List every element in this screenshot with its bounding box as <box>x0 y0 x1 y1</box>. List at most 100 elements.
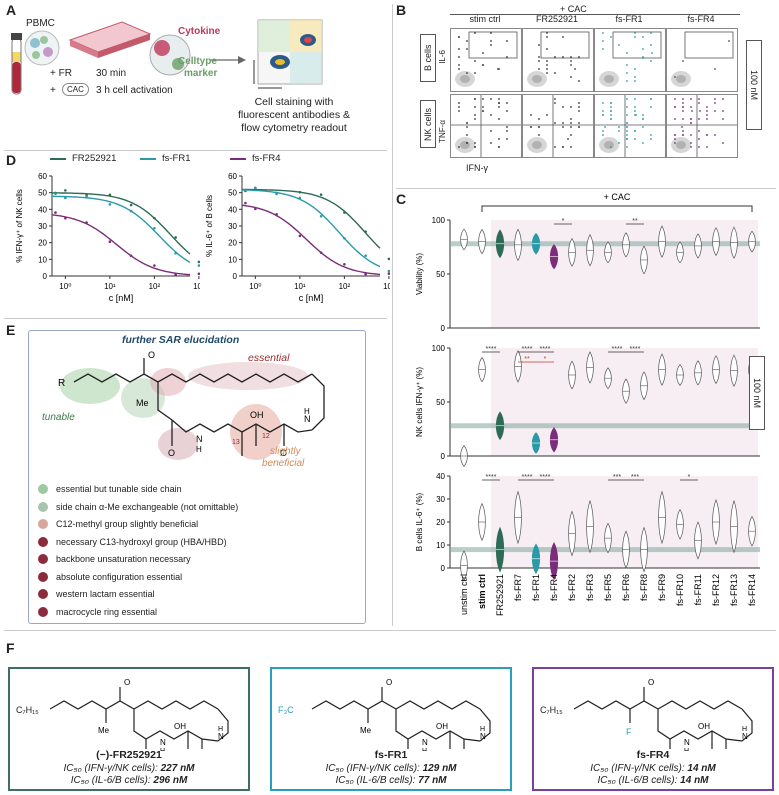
y-tick-label: 60 <box>38 172 47 181</box>
c-significance-label: ** <box>524 356 530 363</box>
data-point <box>387 257 390 261</box>
sar-legend-item: essential but tunable side chain <box>38 484 182 494</box>
atom-oh: OH <box>698 722 710 731</box>
data-point <box>319 214 323 218</box>
celltype-label: Celltype <box>178 56 217 67</box>
c-significance-label: **** <box>630 346 641 353</box>
compound-substituent: C₇H₁₅ <box>540 705 563 715</box>
b-column-header: stim ctrl <box>469 14 501 24</box>
c-y-tick-label: 0 <box>441 452 446 461</box>
data-point <box>364 230 367 233</box>
atom-h: H <box>742 726 747 733</box>
panel-b-cac: + CAC <box>560 4 587 14</box>
data-point <box>129 209 133 213</box>
c-significance-label: **** <box>540 346 551 353</box>
atom-oh: OH <box>436 722 448 731</box>
c-y-tick-label: 30 <box>436 495 445 504</box>
panel-label-f: F <box>6 640 15 656</box>
data-point <box>108 193 112 197</box>
compound-name: fs-FR1 <box>374 749 408 761</box>
c-category-label: fs-FR4 <box>549 574 559 601</box>
c-category-label: fs-FR6 <box>621 574 631 601</box>
y-tick-label: 30 <box>228 222 237 231</box>
x-tick-label: 10⁰ <box>59 282 71 291</box>
compound-ic50-b: IC₅₀ (IL-6/B cells): 296 nM <box>70 775 188 786</box>
sar-o3: O <box>280 448 287 458</box>
c-significance-label: **** <box>540 474 551 481</box>
sar-box <box>28 330 366 624</box>
compound-structure: C₇H₁₅OOHNHNHMe <box>16 678 229 755</box>
atom-me: Me <box>360 726 372 735</box>
atom-o: O <box>124 678 130 687</box>
data-point <box>129 203 133 207</box>
data-point <box>275 192 278 196</box>
sar-slightly-label: slightly <box>270 446 301 457</box>
marker-icon <box>172 58 184 70</box>
sar-legend-text: western lactam essential <box>56 589 155 599</box>
c-significance-label: ** <box>632 218 638 225</box>
atom-h: H <box>480 726 485 733</box>
data-point <box>387 269 390 273</box>
b-row-label-b: B cells <box>420 34 436 82</box>
x-tick-label: 10² <box>149 282 161 291</box>
pbmc-label: PBMC <box>26 18 55 29</box>
data-point <box>174 273 177 276</box>
data-point <box>343 211 346 214</box>
caption-line-3: flow cytometry readout <box>241 122 347 134</box>
cac-plus: + <box>50 85 56 96</box>
panel-label-e: E <box>6 322 16 338</box>
c-significance-label: *** <box>631 474 639 481</box>
x-axis-label: c [nM] <box>299 293 324 303</box>
sar-r: R <box>58 378 65 389</box>
data-point <box>129 254 133 258</box>
y-tick-label: 20 <box>38 239 47 248</box>
atom-h: H <box>218 726 223 733</box>
atom-n: N <box>684 738 690 747</box>
data-point <box>244 201 247 205</box>
c-reference-band <box>450 423 760 429</box>
compound-ic50-nk: IC₅₀ (IFN-γ/NK cells): 227 nM <box>63 763 195 774</box>
data-point <box>108 240 112 244</box>
y-tick-label: 50 <box>38 189 47 198</box>
compound-ic50-b: IC₅₀ (IL-6/B cells): 77 nM <box>335 775 447 786</box>
sar-bullet-icon <box>38 501 48 512</box>
c-cac-label: + CAC <box>604 192 631 202</box>
data-point <box>54 192 57 196</box>
c-significance-label: **** <box>486 474 497 481</box>
sar-me: Me <box>136 398 149 408</box>
legend-label: fs-FR4 <box>252 153 281 164</box>
panel-b-bracket <box>450 14 740 15</box>
cytokine-icon <box>154 40 170 56</box>
b-flow-plot <box>522 94 594 158</box>
c-y-axis-label: Viability (%) <box>415 253 424 295</box>
compound-ic50-nk: IC₅₀ (IFN-γ/NK cells): 129 nM <box>325 763 457 774</box>
legend-swatch <box>50 157 66 160</box>
divider-b-c <box>396 188 776 189</box>
c-y-tick-label: 10 <box>436 541 445 550</box>
sar-essential-label: essential <box>248 352 290 364</box>
b-ylabel-tnf: TNF-α <box>438 120 447 143</box>
data-point <box>254 207 257 211</box>
divider-f <box>4 630 776 631</box>
sar-legend-text: essential but tunable side chain <box>56 484 182 494</box>
compound-name: fs-FR4 <box>636 749 670 761</box>
data-point <box>275 212 278 216</box>
c-category-label: fs-FR3 <box>585 574 595 601</box>
b-flow-plot <box>450 28 522 92</box>
c-reference-band <box>450 547 760 553</box>
data-point <box>174 251 177 255</box>
c-category-label: fs-FR12 <box>711 574 721 606</box>
x-tick-label: 10⁰ <box>249 282 261 291</box>
atom-n: N <box>742 732 748 741</box>
c-category-label: fs-FR5 <box>603 574 613 601</box>
data-point <box>64 196 67 200</box>
data-point <box>108 203 112 206</box>
sar-legend-text: absolute configuration essential <box>56 571 183 582</box>
compound-structure: C₇H₁₅OOHNHNHF <box>540 678 753 755</box>
data-point <box>197 264 200 267</box>
atom-o: O <box>648 678 654 687</box>
x-tick-label: 10³ <box>193 282 200 291</box>
d-chart-right: 0 10 20 30 40 50 60 10⁰ 10¹ 10² 10³ c [nM] % IL-6⁺ o… <box>205 172 390 303</box>
dose-curve <box>52 195 191 263</box>
c-category-label: fs-FR13 <box>729 574 739 606</box>
